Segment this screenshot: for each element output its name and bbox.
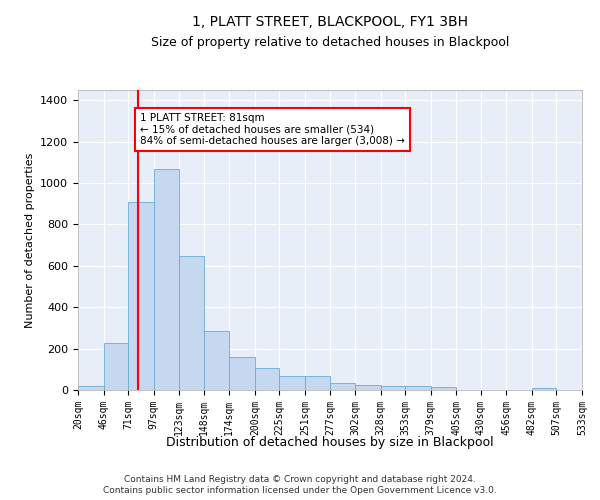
Bar (380, 386, 405, 390)
Text: Size of property relative to detached houses in Blackpool: Size of property relative to detached ho… (151, 36, 509, 49)
Bar (229, 357, 255, 390)
Text: Distribution of detached houses by size in Blackpool: Distribution of detached houses by size … (166, 436, 494, 449)
Bar (532, 388, 556, 390)
Bar (405, 386, 431, 390)
Bar (204, 331, 229, 390)
Bar (255, 368, 280, 390)
Bar (280, 376, 305, 390)
Bar (128, 202, 154, 390)
Bar (431, 388, 456, 390)
Bar (104, 344, 128, 390)
Bar (355, 385, 380, 390)
Text: Contains HM Land Registry data © Crown copyright and database right 2024.
Contai: Contains HM Land Registry data © Crown c… (103, 476, 497, 494)
Text: 1, PLATT STREET, BLACKPOOL, FY1 3BH: 1, PLATT STREET, BLACKPOOL, FY1 3BH (192, 16, 468, 30)
Bar (154, 168, 179, 390)
Bar (179, 256, 204, 390)
Text: 1 PLATT STREET: 81sqm
← 15% of detached houses are smaller (534)
84% of semi-det: 1 PLATT STREET: 81sqm ← 15% of detached … (140, 113, 405, 146)
Bar (305, 376, 331, 390)
Bar (78, 386, 104, 390)
Bar (331, 383, 355, 390)
Y-axis label: Number of detached properties: Number of detached properties (25, 152, 35, 328)
